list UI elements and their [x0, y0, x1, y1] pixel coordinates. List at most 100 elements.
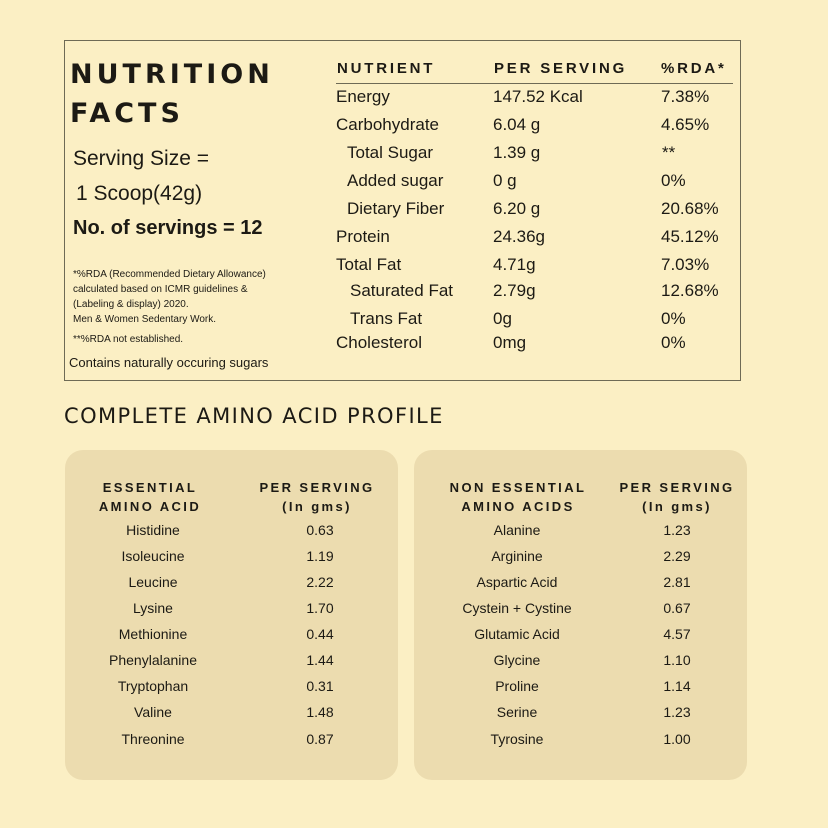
amino-name: Cystein + Cystine — [462, 600, 572, 616]
nutrient-value: 0 g — [493, 171, 517, 190]
amino-name: Glutamic Acid — [474, 626, 560, 642]
amino-value: 0.44 — [306, 626, 334, 642]
nutrient-rda: 20.68% — [661, 199, 719, 218]
nutrient-value: 24.36g — [493, 227, 545, 246]
amino-row: Isoleucine 1.19 — [65, 547, 398, 565]
amino-value: 4.57 — [663, 626, 691, 642]
nutrient-name: Energy — [336, 87, 390, 106]
amino-value: 1.23 — [663, 522, 691, 538]
contains-note: Contains naturally occuring sugars — [69, 355, 269, 370]
amino-name: Lysine — [133, 600, 173, 616]
nutrition-facts-panel: NUTRITION FACTS Serving Size = 1 Scoop(4… — [64, 40, 741, 381]
nutrient-name: Saturated Fat — [350, 281, 454, 300]
amino-value: 1.23 — [663, 704, 691, 720]
header-line: PER SERVING — [619, 480, 735, 495]
header-line: (In gms) — [642, 499, 712, 514]
nutrient-rda: 0% — [661, 171, 686, 190]
nutrient-rda: 45.12% — [661, 227, 719, 246]
amino-name: Glycine — [493, 652, 541, 668]
nutrient-rda: 0% — [661, 309, 686, 328]
header-line: (In gms) — [282, 499, 352, 514]
nutrient-header: NUTRIENT — [337, 60, 436, 77]
amino-row: Alanine 1.23 — [414, 521, 747, 539]
nutrient-row: Saturated Fat 2.79g 12.68% — [65, 281, 742, 301]
amino-value: 1.00 — [663, 731, 691, 747]
non-essential-value-header: PER SERVING (In gms) — [610, 478, 744, 516]
amino-row: Proline 1.14 — [414, 677, 747, 695]
nutrient-rda: 12.68% — [661, 281, 719, 300]
amino-value: 1.14 — [663, 678, 691, 694]
title-line-2: FACTS — [70, 98, 184, 129]
nutrient-value: 2.79g — [493, 281, 536, 300]
amino-row: Tyrosine 1.00 — [414, 730, 747, 748]
nutrient-value: 0mg — [493, 333, 527, 352]
amino-row: Aspartic Acid 2.81 — [414, 573, 747, 591]
amino-name: Serine — [496, 704, 538, 720]
header-line: PER SERVING — [259, 480, 375, 495]
amino-name: Aspartic Acid — [476, 574, 558, 590]
nutrient-name: Added sugar — [347, 171, 444, 190]
amino-name: Histidine — [126, 522, 180, 538]
nutrient-row: Energy 147.52 Kcal 7.38% — [65, 87, 742, 107]
amino-name: Proline — [495, 678, 539, 694]
rda-header: %RDA* — [661, 60, 727, 77]
amino-row: Lysine 1.70 — [65, 599, 398, 617]
amino-row: Glycine 1.10 — [414, 651, 747, 669]
nutrient-value: 147.52 Kcal — [493, 87, 583, 106]
amino-value: 1.19 — [306, 548, 334, 564]
amino-name: Valine — [134, 704, 172, 720]
nutrient-name: Dietary Fiber — [347, 199, 445, 218]
nutrient-value: 6.20 g — [493, 199, 541, 218]
amino-row: Threonine 0.87 — [65, 730, 398, 748]
amino-row: Arginine 2.29 — [414, 547, 747, 565]
non-essential-header: NON ESSENTIAL AMINO ACIDS — [422, 478, 614, 516]
rda-notes: *%RDA (Recommended Dietary Allowance) ca… — [73, 267, 266, 347]
note-line: Men & Women Sedentary Work. — [73, 314, 217, 325]
nutrient-value: 0g — [493, 309, 512, 328]
amino-name: Threonine — [121, 731, 185, 747]
nutrition-facts-title: NUTRITION FACTS — [70, 55, 274, 133]
amino-name: Tryptophan — [117, 678, 189, 694]
per-serving-header: PER SERVING — [494, 60, 628, 77]
nutrient-name: Total Fat — [336, 255, 402, 274]
essential-amino-panel: ESSENTIAL AMINO ACID PER SERVING (In gms… — [65, 450, 398, 780]
amino-name: Alanine — [493, 522, 541, 538]
header-divider — [336, 83, 733, 84]
amino-value: 2.22 — [306, 574, 334, 590]
amino-row: Valine 1.48 — [65, 703, 398, 721]
amino-value: 0.31 — [306, 678, 334, 694]
nutrient-name: Trans Fat — [350, 309, 423, 328]
amino-name: Leucine — [128, 574, 178, 590]
header-line: NON ESSENTIAL — [449, 480, 587, 495]
non-essential-amino-panel: NON ESSENTIAL AMINO ACIDS PER SERVING (I… — [414, 450, 747, 780]
amino-value: 1.48 — [306, 704, 334, 720]
amino-acid-section-title: COMPLETE AMINO ACID PROFILE — [64, 404, 444, 428]
nutrient-row: Added sugar 0 g 0% — [65, 171, 742, 191]
amino-row: Glutamic Acid 4.57 — [414, 625, 747, 643]
nutrient-name: Protein — [336, 227, 390, 246]
amino-value: 0.67 — [663, 600, 691, 616]
note-line: **%RDA not established. — [73, 334, 184, 345]
amino-row: Histidine 0.63 — [65, 521, 398, 539]
amino-name: Methionine — [118, 626, 188, 642]
nutrient-name: Carbohydrate — [336, 115, 440, 134]
serving-size-value: 1 Scoop(42g) — [76, 182, 203, 205]
amino-value: 0.63 — [306, 522, 334, 538]
amino-name: Isoleucine — [121, 548, 185, 564]
note-line: calculated based on ICMR guidelines & — [73, 284, 248, 295]
serving-size-label: Serving Size = — [73, 147, 209, 170]
nutrient-rda: 7.38% — [661, 87, 710, 106]
amino-name: Phenylalanine — [109, 652, 197, 668]
nutrient-value: 1.39 g — [493, 143, 541, 162]
amino-name: Tyrosine — [490, 731, 544, 747]
nutrient-value: 4.71g — [493, 255, 536, 274]
nutrient-row: Trans Fat 0g 0% — [65, 309, 742, 329]
nutrient-value: 6.04 g — [493, 115, 541, 134]
header-line: ESSENTIAL — [102, 480, 198, 495]
amino-value: 2.29 — [663, 548, 691, 564]
nutrient-row: Total Fat 4.71g 7.03% — [65, 255, 742, 275]
nutrient-rda: 7.03% — [661, 255, 710, 274]
amino-value: 1.70 — [306, 600, 334, 616]
note-line: (Labeling & display) 2020. — [73, 299, 189, 310]
header-line: AMINO ACID — [98, 499, 202, 514]
